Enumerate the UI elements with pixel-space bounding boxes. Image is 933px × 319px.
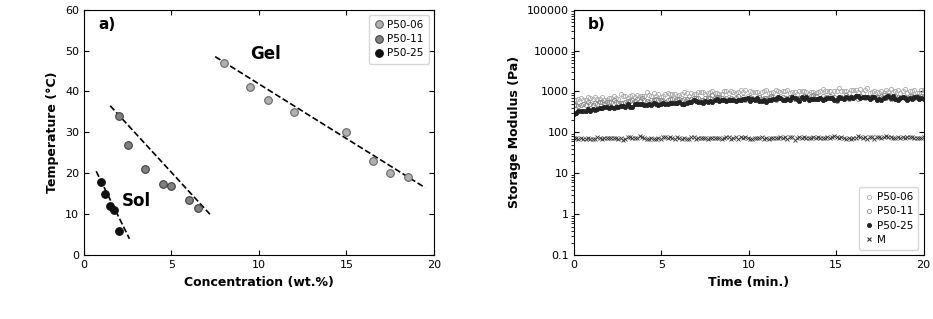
X-axis label: Time (min.): Time (min.): [708, 276, 789, 289]
P50-06: [341, 130, 352, 134]
P50-06: [384, 171, 396, 175]
Line: P50-25: P50-25: [98, 178, 123, 234]
P50-25: [810, 97, 821, 100]
P50-25: [104, 204, 116, 208]
P50-11: [157, 182, 168, 185]
P50-06: [218, 61, 230, 65]
P50-11: [813, 97, 824, 101]
P50-06: [754, 93, 765, 97]
Line: P50-11: P50-11: [115, 112, 202, 212]
P50-11: [183, 198, 195, 202]
M: [688, 135, 699, 138]
Text: a): a): [98, 17, 115, 32]
M: [568, 136, 579, 140]
Line: M: M: [572, 134, 926, 142]
X-axis label: Concentration (wt.%): Concentration (wt.%): [184, 276, 334, 289]
P50-11: [754, 95, 765, 99]
P50-11: [883, 93, 894, 97]
P50-11: [686, 97, 697, 100]
P50-25: [765, 98, 776, 102]
P50-11: [568, 103, 579, 107]
P50-06: [833, 86, 844, 90]
M: [618, 138, 629, 142]
M: [756, 136, 767, 139]
P50-06: [568, 98, 579, 102]
P50-25: [114, 229, 125, 233]
M: [712, 136, 723, 140]
P50-06: [244, 85, 256, 89]
P50-06: [768, 91, 779, 94]
P50-25: [683, 100, 694, 104]
P50-11: [768, 95, 779, 99]
Y-axis label: Temperature (°C): Temperature (°C): [47, 72, 60, 193]
P50-11: [573, 104, 584, 108]
P50-06: [288, 110, 299, 114]
P50-25: [108, 208, 119, 212]
M: [918, 135, 929, 139]
P50-25: [859, 95, 870, 99]
Line: P50-25: P50-25: [572, 94, 926, 116]
Y-axis label: Storage Modulus (Pa): Storage Modulus (Pa): [508, 56, 522, 208]
P50-06: [571, 99, 582, 102]
P50-11: [859, 96, 870, 100]
P50-06: [918, 88, 929, 92]
P50-06: [686, 91, 697, 95]
M: [862, 137, 873, 141]
Text: Sol: Sol: [122, 192, 151, 210]
P50-25: [99, 192, 111, 196]
P50-11: [192, 206, 203, 210]
P50-25: [568, 112, 579, 116]
P50-11: [140, 167, 151, 171]
M: [634, 134, 645, 138]
P50-11: [709, 96, 720, 100]
M: [770, 137, 781, 140]
P50-06: [709, 92, 720, 95]
Legend: P50-06, P50-11, P50-25, M: P50-06, P50-11, P50-25, M: [859, 187, 918, 250]
P50-11: [918, 94, 929, 98]
P50-06: [262, 98, 273, 101]
P50-11: [122, 143, 133, 147]
P50-06: [862, 86, 873, 90]
M: [815, 136, 826, 140]
P50-06: [367, 159, 378, 163]
Legend: P50-06, P50-11, P50-25: P50-06, P50-11, P50-25: [369, 15, 428, 63]
Text: b): b): [588, 17, 606, 32]
P50-25: [850, 94, 861, 98]
P50-25: [918, 97, 929, 100]
Line: P50-06: P50-06: [220, 59, 411, 181]
P50-25: [96, 180, 107, 183]
P50-25: [751, 96, 762, 100]
P50-06: [402, 175, 413, 179]
P50-11: [114, 114, 125, 118]
Text: Gel: Gel: [251, 45, 281, 63]
Line: P50-06: P50-06: [572, 86, 926, 102]
P50-06: [813, 90, 824, 93]
P50-25: [706, 100, 717, 104]
Line: P50-11: P50-11: [572, 93, 926, 108]
P50-11: [166, 184, 177, 188]
